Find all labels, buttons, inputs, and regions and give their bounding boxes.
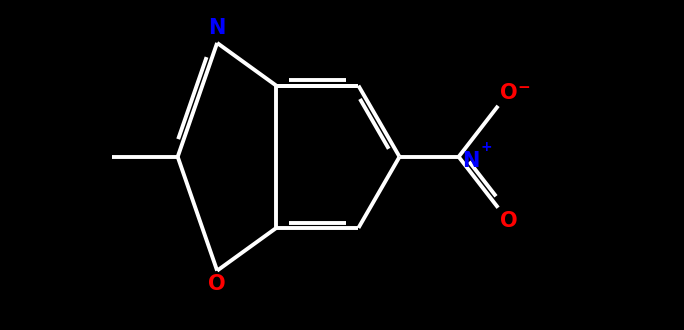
Text: O: O — [500, 211, 517, 231]
Text: −: − — [518, 80, 531, 95]
Text: O: O — [209, 274, 226, 294]
Text: +: + — [480, 140, 492, 154]
Text: N: N — [462, 151, 479, 171]
Text: N: N — [209, 18, 226, 38]
Text: O: O — [500, 82, 517, 103]
